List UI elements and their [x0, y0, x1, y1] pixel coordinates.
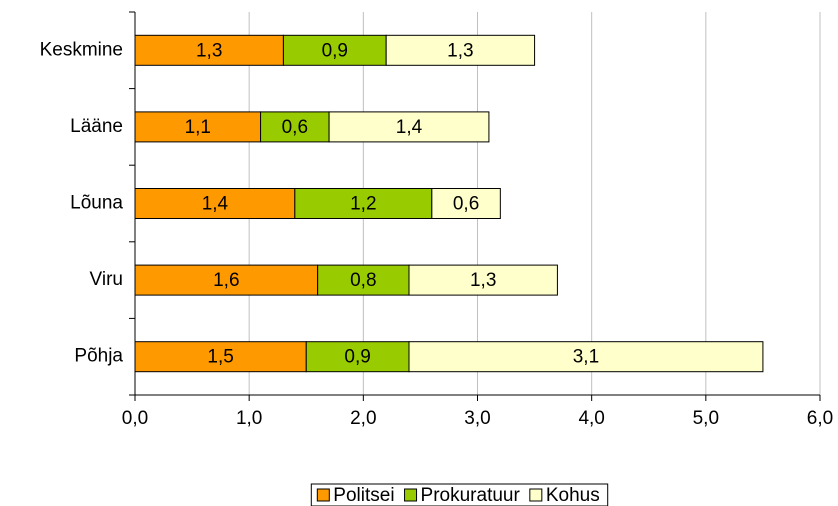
- data-label: 1,3: [196, 40, 222, 61]
- data-label: 0,6: [282, 117, 308, 138]
- x-tick-label: 1,0: [236, 408, 262, 429]
- x-tick-label: 2,0: [350, 408, 376, 429]
- data-label: 1,5: [207, 347, 233, 368]
- data-label: 0,6: [453, 194, 479, 215]
- data-label: 1,2: [350, 194, 376, 215]
- x-tick-label: 3,0: [464, 408, 490, 429]
- data-label: 3,1: [573, 347, 599, 368]
- y-tick-label: Põhja: [74, 346, 123, 367]
- data-label: 1,4: [202, 194, 229, 215]
- legend-swatch: [316, 488, 330, 502]
- bar-segment: [282, 34, 387, 66]
- legend-swatch: [404, 488, 418, 502]
- bar-segment: [431, 188, 501, 219]
- y-tick-label: Viru: [90, 269, 123, 290]
- data-label: 0,9: [344, 347, 370, 368]
- bar-segment: [317, 264, 410, 296]
- bar-segment: [294, 188, 433, 219]
- bar-segment: [134, 34, 284, 66]
- bar-segment: [408, 341, 764, 373]
- y-tick-label: Lääne: [70, 116, 123, 137]
- legend-label: Politsei: [333, 485, 394, 506]
- bar-segment: [408, 264, 558, 296]
- x-tick-label: 4,0: [578, 408, 604, 429]
- bar-segment: [134, 341, 307, 373]
- x-tick-label: 0,0: [122, 408, 148, 429]
- data-label: 1,4: [396, 117, 423, 138]
- y-tick-label: Lõuna: [70, 193, 123, 214]
- data-label: 1,1: [185, 117, 211, 138]
- bar-segment: [134, 264, 319, 296]
- data-label: 1,3: [470, 270, 496, 291]
- legend-swatch: [529, 488, 543, 502]
- legend-label: Prokuratuur: [421, 485, 521, 506]
- x-tick-label: 5,0: [693, 408, 719, 429]
- bar-segment: [305, 341, 410, 373]
- bar-segment: [385, 34, 536, 66]
- data-label: 0,8: [350, 270, 376, 291]
- data-label: 1,6: [213, 270, 239, 291]
- data-label: 0,9: [322, 40, 348, 61]
- y-tick-label: Keskmine: [40, 39, 123, 60]
- legend-label: Kohus: [546, 485, 600, 506]
- bar-segment: [328, 111, 490, 143]
- data-label: 1,3: [447, 40, 473, 61]
- x-tick-label: 6,0: [807, 408, 833, 429]
